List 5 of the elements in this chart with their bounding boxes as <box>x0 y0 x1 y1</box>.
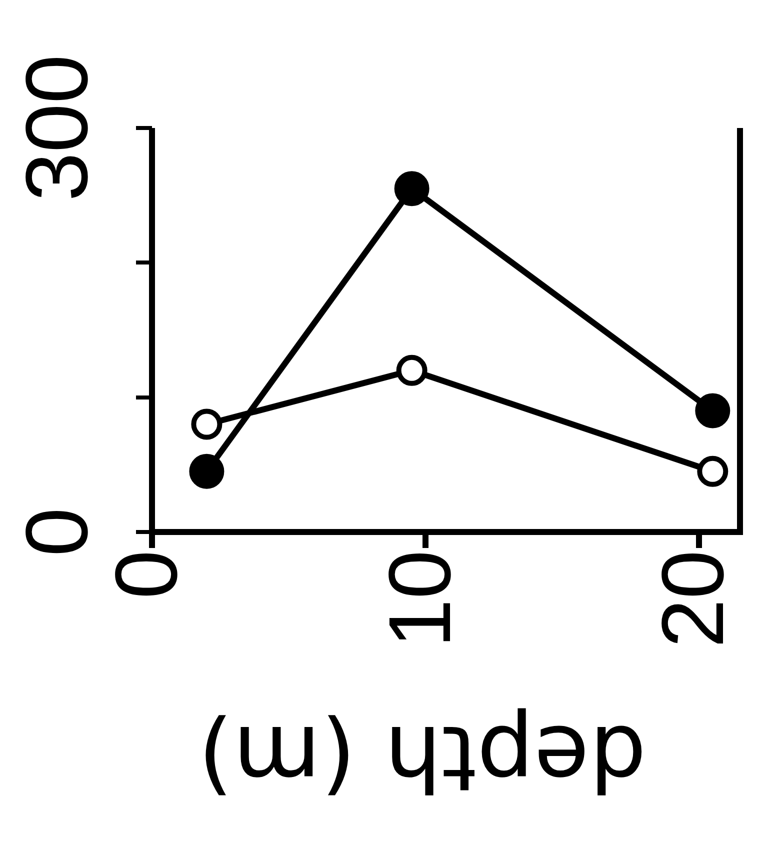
y-tick-label: 300 <box>6 54 106 202</box>
x-tick-label: 20 <box>643 550 742 648</box>
x-tick-label: 10 <box>370 550 469 648</box>
x-tick-label: 0 <box>96 550 196 599</box>
x-axis-title: depth (m) <box>198 705 646 810</box>
